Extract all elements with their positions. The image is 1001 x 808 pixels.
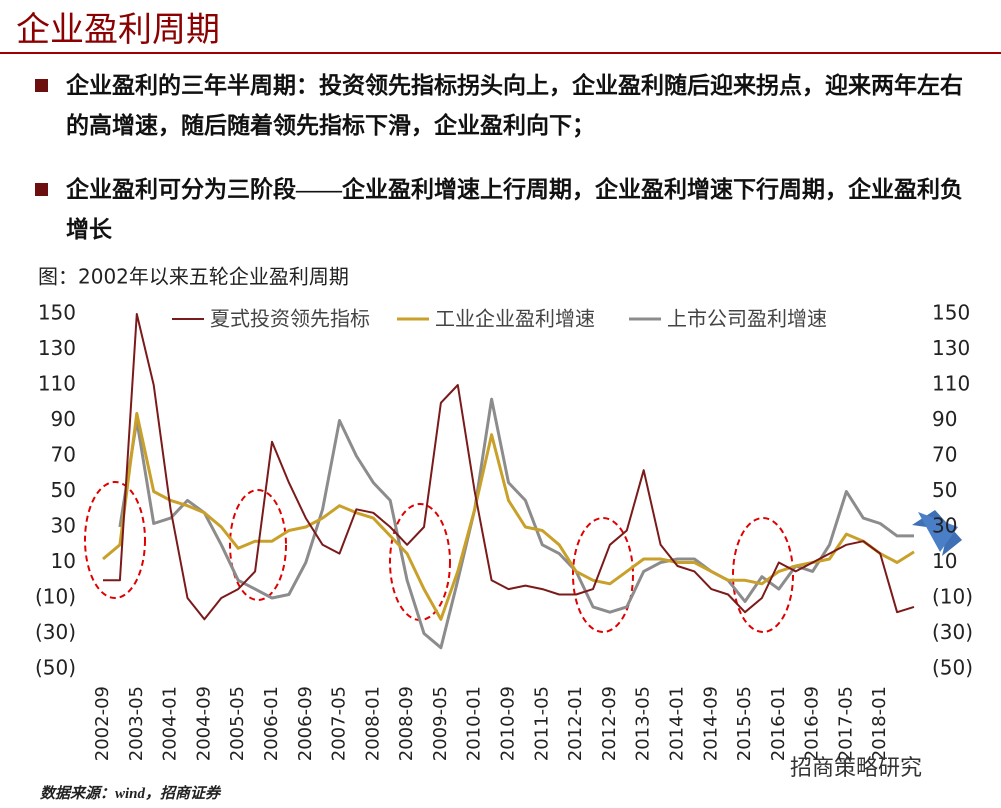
cycle-ellipse xyxy=(229,489,287,601)
y-tick-label: 10 xyxy=(51,549,76,573)
bullet-text: 企业盈利的三年半周期：投资领先指标拐头向上，企业盈利随后迎来拐点，迎来两年左右的… xyxy=(66,73,963,138)
x-tick-label: 2014-09 xyxy=(700,686,721,761)
y-tick-label: 70 xyxy=(51,443,76,467)
y-tick-label: 110 xyxy=(38,372,76,396)
x-tick-label: 2003-05 xyxy=(126,686,147,761)
y-tick-label: 50 xyxy=(51,478,76,502)
title-rule xyxy=(0,52,1001,54)
y2-tick-label: 50 xyxy=(932,478,957,502)
y-tick-label: 90 xyxy=(51,407,76,431)
y2-tick-label: 90 xyxy=(932,407,957,431)
cycle-ellipse xyxy=(572,517,634,633)
series-line xyxy=(118,397,914,650)
x-tick-label: 2018-01 xyxy=(869,686,890,761)
x-tick-label: 2006-01 xyxy=(261,686,282,761)
x-tick-label: 2008-09 xyxy=(396,686,417,761)
bullet: 企业盈利可分为三阶段——企业盈利增速上行周期，企业盈利增速下行周期，企业盈利负增… xyxy=(35,170,980,250)
x-tick-label: 2010-01 xyxy=(464,686,485,761)
y-tick-label: 150 xyxy=(38,301,76,325)
x-tick-label: 2015-05 xyxy=(734,686,755,761)
x-tick-label: 2007-05 xyxy=(329,686,350,761)
series-line xyxy=(102,411,915,621)
y2-tick-label: 150 xyxy=(932,301,970,325)
arrow-head xyxy=(918,512,958,552)
y2-tick-label: 110 xyxy=(932,372,970,396)
x-tick-label: 2013-05 xyxy=(633,686,654,761)
y-tick-label: (10) xyxy=(35,585,76,609)
y2-tick-label: 70 xyxy=(932,443,957,467)
bullet-text: 企业盈利可分为三阶段——企业盈利增速上行周期，企业盈利增速下行周期，企业盈利负增… xyxy=(66,177,963,242)
x-tick-label: 2016-09 xyxy=(802,686,823,761)
cycle-ellipse xyxy=(84,481,146,599)
series-line xyxy=(103,313,915,621)
y2-tick-label: (30) xyxy=(932,620,973,644)
legend-label: 工业企业盈利增速 xyxy=(435,307,595,331)
bullet: 企业盈利的三年半周期：投资领先指标拐头向上，企业盈利随后迎来拐点，迎来两年左右的… xyxy=(35,66,980,146)
legend-label: 夏式投资领先指标 xyxy=(210,307,370,331)
y2-tick-label: (50) xyxy=(932,656,973,680)
x-tick-label: 2010-09 xyxy=(498,686,519,761)
x-tick-label: 2008-01 xyxy=(362,686,383,761)
x-tick-label: 2011-05 xyxy=(531,686,552,761)
y-tick-label: (50) xyxy=(35,656,76,680)
legend-label: 上市公司盈利增速 xyxy=(667,307,827,331)
y-tick-label: 30 xyxy=(51,514,76,538)
cycle-ellipse xyxy=(389,503,451,621)
watermark: 招商策略研究 xyxy=(790,756,923,781)
x-tick-label: 2016-01 xyxy=(768,686,789,761)
y2-tick-label: (10) xyxy=(932,585,973,609)
chart-title: 图：2002年以来五轮企业盈利周期 xyxy=(38,265,349,289)
x-tick-label: 2012-09 xyxy=(599,686,620,761)
x-tick-label: 2017-05 xyxy=(835,686,856,761)
page-title: 企业盈利周期 xyxy=(16,12,220,49)
highlight-ellipses xyxy=(84,481,794,633)
cycle-ellipse xyxy=(732,517,794,633)
y-tick-label: 130 xyxy=(38,336,76,360)
x-tick-label: 2006-09 xyxy=(295,686,316,761)
y2-tick-label: 10 xyxy=(932,549,957,573)
x-tick-label: 2002-09 xyxy=(92,686,113,761)
x-tick-label: 2012-01 xyxy=(565,686,586,761)
x-tick-label: 2009-05 xyxy=(430,686,451,761)
y2-tick-label: 30 xyxy=(932,514,957,538)
y2-tick-label: 130 xyxy=(932,336,970,360)
y-tick-label: (30) xyxy=(35,620,76,644)
x-tick-label: 2014-01 xyxy=(666,686,687,761)
x-tick-label: 2005-05 xyxy=(227,686,248,761)
x-tick-label: 2004-01 xyxy=(160,686,181,761)
x-tick-label: 2004-09 xyxy=(193,686,214,761)
source: 数据来源：wind，招商证券 xyxy=(40,786,221,802)
